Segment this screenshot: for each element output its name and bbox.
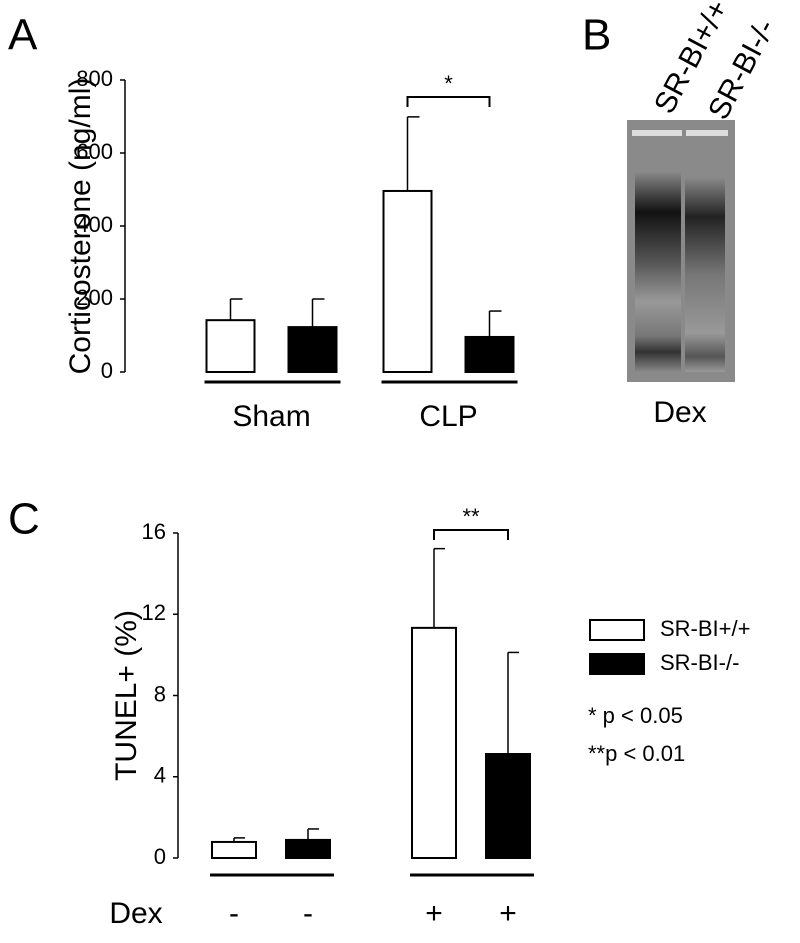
y-axis-label: TUNEL+ (%)	[110, 610, 143, 781]
bar	[211, 840, 257, 859]
x-tick-label: +	[499, 897, 517, 930]
legend-swatch	[589, 653, 645, 675]
gel-well	[686, 130, 728, 136]
x-tick-label: Sham	[232, 400, 310, 433]
y-tick-label: 0	[154, 844, 166, 869]
y-tick-label: 4	[154, 763, 166, 788]
y-tick-label: 16	[142, 519, 166, 544]
legend-swatch	[589, 619, 645, 641]
x-tick-label: -	[303, 897, 313, 930]
gel-lane	[635, 172, 681, 372]
note: * p < 0.05	[588, 703, 683, 728]
note: **p < 0.01	[588, 741, 685, 766]
bar	[285, 838, 331, 859]
significance-label: **	[462, 504, 480, 529]
y-tick-label: 800	[76, 66, 113, 91]
x-tick-label: -	[229, 897, 239, 930]
bar	[287, 326, 338, 374]
bar	[485, 753, 531, 859]
legend-label: SR-BI+/+	[660, 616, 750, 641]
y-tick-label: 8	[154, 681, 166, 706]
panel-label: C	[8, 495, 40, 544]
significance-bracket	[433, 529, 509, 540]
bar	[411, 626, 457, 859]
y-tick-label: 600	[76, 139, 113, 164]
gel-label: Dex	[653, 396, 706, 429]
significance-label: *	[444, 71, 453, 96]
x-tick-label: +	[425, 897, 443, 930]
y-tick-label: 200	[76, 285, 113, 310]
y-tick-label: 400	[76, 212, 113, 237]
bar	[464, 335, 515, 373]
y-axis-label: Corticosterone (ng/ml)	[64, 78, 97, 375]
gel-panel: B SR-BI+/+ SR-BI-/- Dex	[582, 0, 782, 429]
x-tick-label: CLP	[419, 400, 477, 433]
y-tick-label: 0	[101, 358, 113, 383]
gel-lane	[685, 178, 725, 372]
panel-label: B	[582, 11, 611, 60]
significance-bracket	[406, 96, 491, 107]
panel-label: A	[8, 11, 38, 60]
bar	[205, 319, 256, 374]
x-axis-label: Dex	[109, 897, 162, 930]
legend-label: SR-BI-/-	[660, 650, 739, 675]
bar	[382, 189, 433, 373]
y-tick-label: 12	[142, 600, 166, 625]
gel-well	[632, 130, 682, 136]
